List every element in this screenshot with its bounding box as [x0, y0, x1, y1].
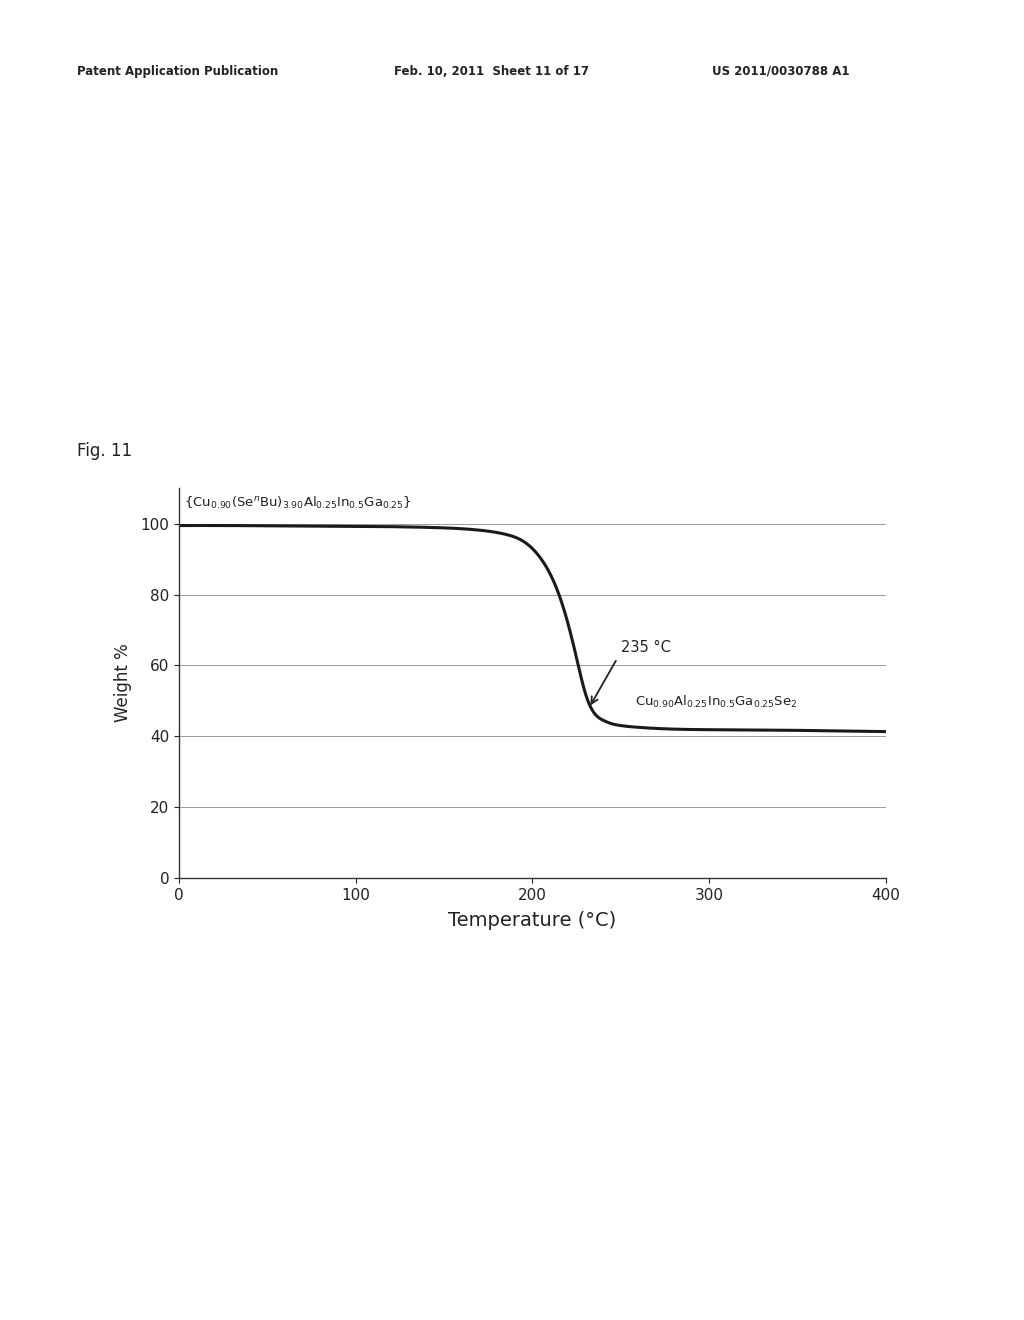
Text: US 2011/0030788 A1: US 2011/0030788 A1 — [712, 65, 849, 78]
Y-axis label: Weight %: Weight % — [115, 644, 132, 722]
Text: Patent Application Publication: Patent Application Publication — [77, 65, 279, 78]
Text: Cu$_{0.90}$Al$_{0.25}$In$_{0.5}$Ga$_{0.25}$Se$_{2}$: Cu$_{0.90}$Al$_{0.25}$In$_{0.5}$Ga$_{0.2… — [635, 694, 797, 710]
Text: Feb. 10, 2011  Sheet 11 of 17: Feb. 10, 2011 Sheet 11 of 17 — [394, 65, 589, 78]
Text: {Cu$_{0.90}$(Se$^{\it n}$Bu)$_{3.90}$Al$_{0.25}$In$_{0.5}$Ga$_{0.25}$}: {Cu$_{0.90}$(Se$^{\it n}$Bu)$_{3.90}$Al$… — [184, 495, 413, 511]
X-axis label: Temperature (°C): Temperature (°C) — [449, 911, 616, 929]
Text: 235 °C: 235 °C — [621, 640, 671, 655]
Text: Fig. 11: Fig. 11 — [77, 442, 132, 461]
